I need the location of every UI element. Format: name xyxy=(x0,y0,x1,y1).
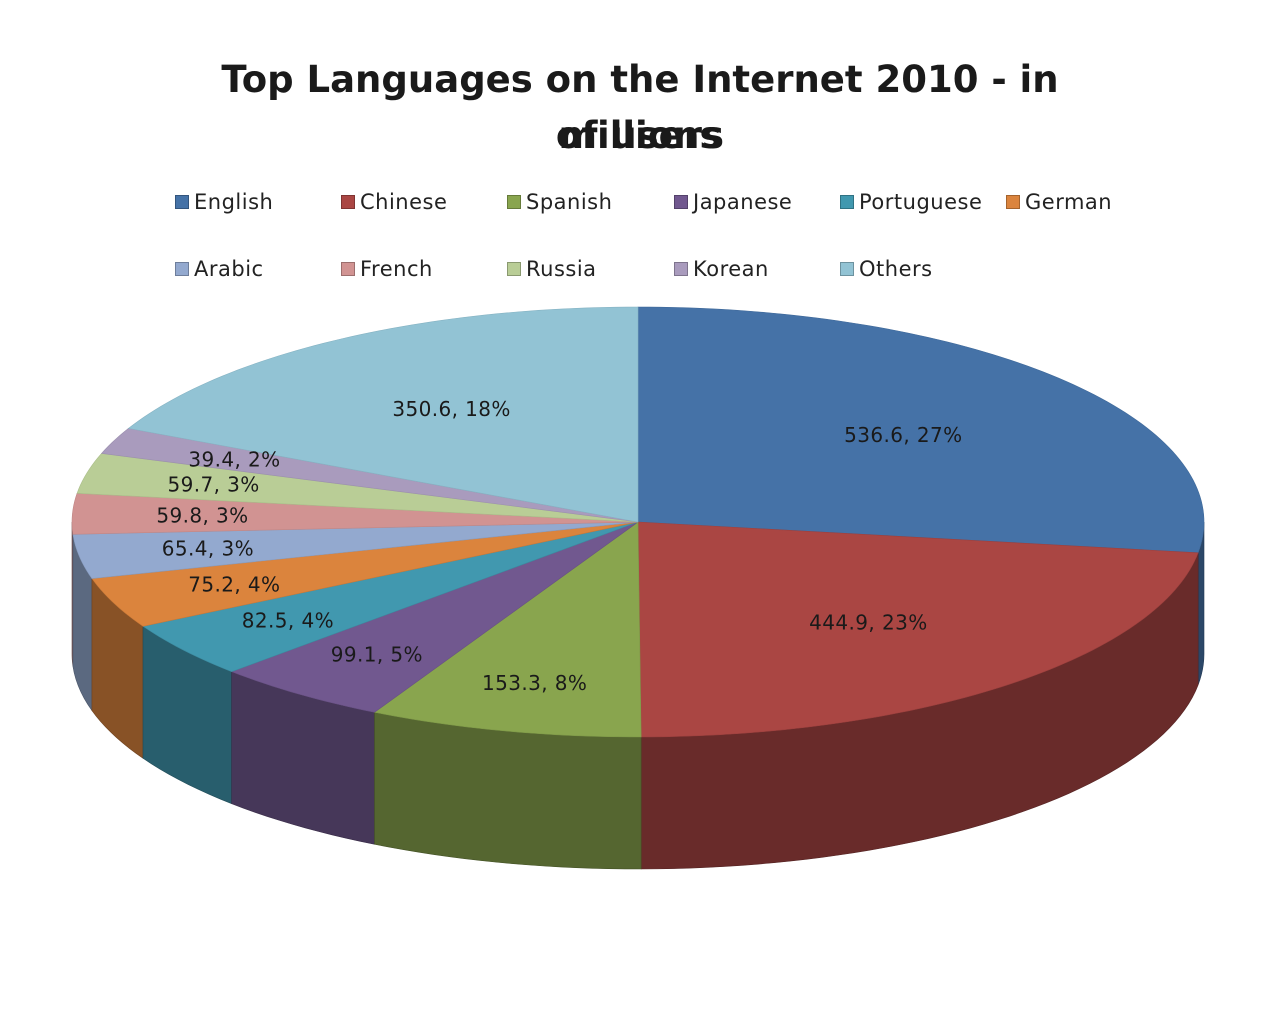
pie-slice-japanese xyxy=(230,521,639,713)
legend-label-russia: Russia xyxy=(526,257,597,281)
legend-swatch-japanese xyxy=(674,195,688,209)
legend-item-arabic: Arabic xyxy=(175,257,264,281)
legend-item-japanese: Japanese xyxy=(674,190,792,214)
legend-label-arabic: Arabic xyxy=(194,257,264,281)
data-label-german: 75.2, 4% xyxy=(188,572,280,596)
legend-swatch-chinese xyxy=(341,195,355,209)
pie-slice-chinese xyxy=(637,521,1199,738)
legend-swatch-english xyxy=(175,195,189,209)
legend-label-german: German xyxy=(1025,190,1113,214)
legend-swatch-arabic xyxy=(175,262,189,276)
legend-label-portuguese: Portuguese xyxy=(859,190,983,214)
pie-sides xyxy=(71,521,1205,870)
legend-item-german: German xyxy=(1006,190,1112,214)
legend-label-others: Others xyxy=(859,257,933,281)
legend-label-japanese: Japanese xyxy=(693,190,793,214)
pie-slice-spanish xyxy=(373,521,642,738)
legend-item-portuguese: Portuguese xyxy=(840,190,982,214)
legend-swatch-german xyxy=(1006,195,1020,209)
legend-swatch-portuguese xyxy=(840,195,854,209)
legend-label-english: English xyxy=(194,190,274,214)
pie-slice-german xyxy=(91,521,639,627)
pie-slice-english xyxy=(637,306,1205,554)
legend-swatch-russia xyxy=(507,262,521,276)
chart-title-line-1: Top Languages on the Internet 2010 - in … xyxy=(221,58,1059,157)
pie-tops xyxy=(71,306,1205,738)
pie-slice-french xyxy=(71,492,639,535)
pie-slice-russia xyxy=(76,453,639,523)
data-label-russia: 59.7, 3% xyxy=(168,472,260,496)
data-label-portuguese: 82.5, 4% xyxy=(242,609,334,633)
data-label-japanese: 99.1, 5% xyxy=(331,643,423,667)
data-label-spanish: 153.3, 8% xyxy=(482,671,587,695)
data-label-chinese: 444.9, 23% xyxy=(809,611,927,635)
data-label-korean: 39.4, 2% xyxy=(188,447,280,471)
legend-item-english: English xyxy=(175,190,273,214)
pie-slice-arabic xyxy=(72,521,639,579)
data-label-others: 350.6, 18% xyxy=(392,397,510,421)
legend-swatch-others xyxy=(840,262,854,276)
data-label-french: 59.8, 3% xyxy=(156,504,248,528)
legend-item-chinese: Chinese xyxy=(341,190,447,214)
legend-item-others: Others xyxy=(840,257,933,281)
legend-swatch-korean xyxy=(674,262,688,276)
legend-label-spanish: Spanish xyxy=(526,190,613,214)
data-label-english: 536.6, 27% xyxy=(844,423,962,447)
pie-slice-portuguese xyxy=(142,521,639,672)
chart-title-line-2: of users xyxy=(555,114,725,157)
data-label-arabic: 65.4, 3% xyxy=(162,537,254,561)
legend-label-korean: Korean xyxy=(693,257,769,281)
legend-item-korean: Korean xyxy=(674,257,769,281)
legend-swatch-spanish xyxy=(507,195,521,209)
pie-slice-others xyxy=(127,306,639,523)
legend-item-russia: Russia xyxy=(507,257,597,281)
legend-item-french: French xyxy=(341,257,433,281)
legend-swatch-french xyxy=(341,262,355,276)
legend-item-spanish: Spanish xyxy=(507,190,612,214)
pie-slice-korean xyxy=(100,428,639,523)
legend-label-french: French xyxy=(360,257,433,281)
legend-label-chinese: Chinese xyxy=(360,190,448,214)
pie-data-labels: 536.6, 27% 444.9, 23% 153.3, 8% 99.1, 5% 82.… xyxy=(156,397,962,695)
